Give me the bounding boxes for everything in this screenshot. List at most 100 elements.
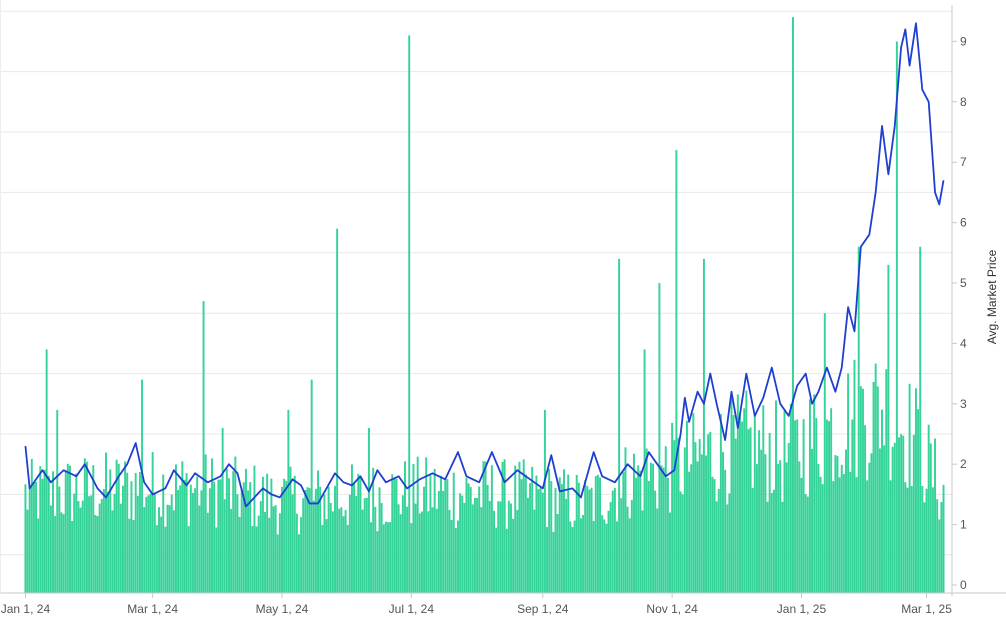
bar [340,507,343,593]
bar [26,509,29,593]
bar [440,475,442,593]
bar [172,510,175,593]
bar [654,490,657,593]
bar [541,492,544,593]
bar [859,386,862,593]
bar [889,480,892,593]
bar [813,394,816,593]
grid-layer [0,10,952,556]
y-tick-label: 4 [960,336,967,350]
bar [484,461,487,593]
bar [685,420,688,593]
bar [329,502,332,593]
bar [257,515,260,593]
bar [762,405,765,593]
bar [274,505,277,593]
bar [552,531,555,593]
bar [828,421,830,593]
bar [416,456,419,593]
bar [486,485,489,593]
bar [217,479,220,593]
bar [230,508,233,593]
bar [134,472,137,593]
bar [372,467,375,593]
bar-layer [24,17,945,594]
x-tick-label: Mar 1, 24 [127,602,178,616]
bar [107,491,110,593]
bar [304,489,307,593]
bar [520,479,523,593]
bar [798,461,801,593]
bar [236,494,239,593]
bar [119,503,122,593]
bar [666,477,669,593]
bar [535,475,538,593]
bar [49,505,52,593]
bar [234,456,237,593]
bar [628,518,631,593]
bar [100,498,103,593]
bar [446,479,449,593]
bar [158,507,160,593]
bar [297,534,300,593]
bar [261,476,264,593]
bar [473,497,476,593]
bar [664,446,667,593]
bar [168,505,171,593]
bar [554,488,557,593]
bar [454,527,457,593]
bar [658,283,661,593]
bar [728,493,731,593]
bar [719,413,722,593]
bar [90,495,93,593]
bar [698,439,701,593]
bar [85,461,88,593]
bar [588,489,591,593]
bar [931,487,934,593]
bar [81,500,84,593]
bar [130,481,133,593]
bar [823,313,826,593]
bar [272,506,275,593]
bar [185,473,188,593]
bar [64,470,67,593]
bar [842,474,845,593]
bar [403,461,406,593]
bar [942,484,945,593]
bar [794,420,797,593]
bar [887,264,890,593]
bar [929,443,932,593]
bar [342,516,345,593]
bar [391,474,394,593]
y-tick-label: 3 [960,397,967,411]
bar [30,458,33,593]
bar [317,470,320,593]
bar [789,403,792,593]
bar [128,518,131,593]
bar [96,516,99,593]
bar [488,500,491,593]
bar [397,504,400,593]
bar [221,427,224,593]
bar [599,477,602,593]
bar [499,501,502,593]
bar [238,516,241,593]
bar [550,481,553,593]
bar [895,41,898,593]
bar [429,475,432,593]
bar [510,503,512,593]
bar [232,471,235,593]
bar [836,456,839,593]
bar [145,496,148,593]
bar [743,408,746,593]
bar [819,476,822,593]
bar [376,531,379,593]
bar [671,422,674,593]
bar [117,463,120,593]
bar [395,478,398,593]
bar [73,493,76,593]
bar [917,409,920,593]
bar [713,479,716,593]
bar [569,521,572,593]
